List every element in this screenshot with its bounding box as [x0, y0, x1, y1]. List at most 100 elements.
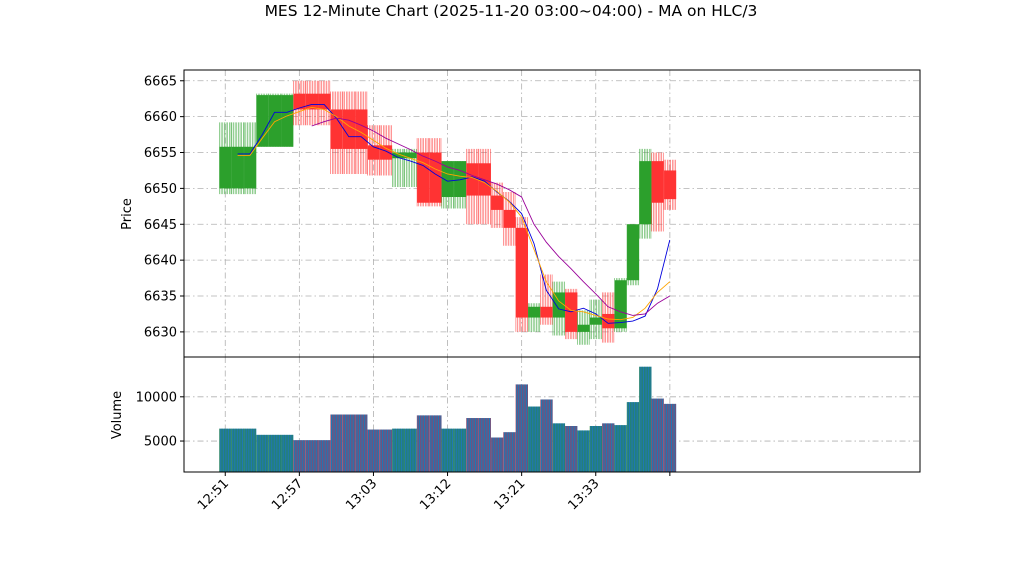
candle-down	[330, 91, 343, 175]
candle-body	[404, 152, 417, 159]
candle-up	[614, 278, 627, 332]
volume-bar	[330, 414, 343, 472]
candle-body	[528, 306, 541, 318]
candle-down	[478, 148, 491, 225]
candle-body	[441, 161, 454, 197]
volume-bar	[379, 429, 393, 472]
candle-body	[466, 163, 479, 196]
candle-body	[478, 163, 491, 196]
candle-up	[219, 122, 232, 195]
volume-bar	[392, 428, 405, 472]
price-y-tick-label: 6645	[144, 218, 177, 233]
candle-down	[651, 152, 664, 232]
price-y-tick-label: 6650	[144, 182, 177, 197]
candle-body	[515, 227, 528, 318]
candle-body	[392, 152, 405, 159]
x-tick-label: 13:03	[343, 476, 380, 513]
candle-up	[231, 122, 244, 195]
candle-body	[281, 95, 294, 147]
candle-body	[540, 306, 553, 318]
volume-y-tick-label: 5000	[144, 435, 177, 450]
candle-up	[441, 161, 454, 209]
candle-down	[490, 182, 504, 228]
price-y-tick-label: 6640	[144, 254, 177, 269]
volume-bar	[441, 428, 454, 472]
candle-up	[589, 299, 603, 340]
price-y-tick-label: 6665	[144, 74, 177, 89]
candle-body	[639, 161, 652, 225]
volume-bar	[626, 402, 640, 472]
candle-up	[552, 281, 566, 336]
x-tick-label: 13:33	[565, 476, 602, 513]
price-panel: 6630 6635 6640 6645 6650 6655 6660 6665 Price	[120, 69, 921, 358]
candle-body	[355, 109, 368, 149]
volume-bar	[355, 414, 368, 472]
candle-up	[527, 303, 541, 332]
candle-down	[466, 148, 479, 225]
volume-bar	[602, 423, 615, 472]
candle-body	[244, 146, 257, 189]
volume-bar	[231, 428, 244, 472]
x-tick-label: 12:57	[269, 476, 306, 513]
volume-bars	[219, 366, 677, 472]
candle-body	[651, 161, 664, 203]
candle-body	[577, 324, 590, 332]
volume-bar	[515, 384, 528, 472]
candle-body	[429, 152, 442, 203]
volume-bar	[478, 418, 491, 472]
moving-average-line-2	[237, 106, 671, 321]
candle-down	[429, 138, 442, 207]
candle-body	[293, 93, 306, 110]
candle-down	[564, 288, 578, 340]
volume-bar	[663, 403, 677, 472]
volume-bar	[404, 428, 417, 472]
volume-bar	[317, 440, 331, 472]
volume-bar	[639, 366, 652, 472]
volume-bar	[305, 440, 319, 472]
candle-body	[491, 195, 504, 210]
candle-body	[318, 93, 331, 110]
candle-up	[577, 310, 590, 345]
price-y-tick-label: 6660	[144, 110, 177, 125]
volume-bar	[503, 432, 516, 472]
candle-body	[219, 146, 232, 189]
candle-down	[305, 80, 319, 126]
volume-bar	[552, 423, 566, 472]
candle-body	[380, 145, 393, 160]
candle-body	[614, 280, 627, 329]
candle-body	[367, 145, 380, 160]
candle-up	[639, 148, 652, 239]
volume-bar	[280, 434, 294, 472]
moving-average-line-3	[311, 117, 671, 316]
price-y-ticks: 6630 6635 6640 6645 6650 6655 6660 6665	[144, 74, 184, 340]
x-tick-label: 13:12	[417, 476, 454, 513]
volume-panel: 5000 10000 Volume	[110, 356, 921, 473]
candle-body	[602, 313, 615, 329]
price-y-tick-label: 6655	[144, 146, 177, 161]
volume-bar	[614, 425, 627, 472]
price-gridlines	[184, 70, 920, 357]
price-y-tick-label: 6630	[144, 325, 177, 340]
candle-body	[343, 109, 356, 149]
volume-bar	[256, 434, 269, 472]
candle-down	[293, 80, 306, 126]
volume-bar	[219, 428, 232, 472]
candle-body	[664, 170, 677, 200]
volume-bar	[564, 426, 578, 472]
candle-body	[417, 152, 430, 203]
volume-bar	[342, 414, 356, 472]
volume-bar	[466, 418, 479, 472]
price-y-axis-label: Price	[120, 198, 135, 230]
x-tick-label: 12:51	[195, 476, 232, 513]
x-axis-ticks: 12:51 12:57 13:03 13:12 13:21 13:33	[195, 472, 671, 513]
candle-body	[552, 292, 566, 318]
candle-body	[627, 224, 640, 281]
candle-body	[590, 317, 603, 325]
volume-bar	[293, 440, 306, 472]
candle-down	[342, 91, 356, 175]
volume-bar	[577, 430, 590, 472]
volume-bar	[527, 406, 541, 472]
candle-down	[663, 159, 677, 210]
